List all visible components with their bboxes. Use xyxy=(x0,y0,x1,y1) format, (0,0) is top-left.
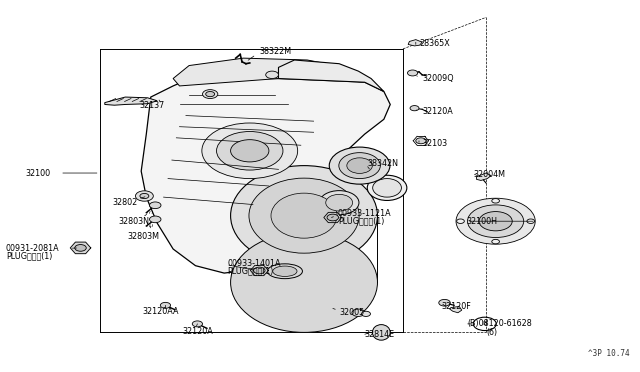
Circle shape xyxy=(456,198,535,244)
Text: 32802: 32802 xyxy=(113,198,138,207)
Text: 32803M: 32803M xyxy=(127,231,159,241)
Polygon shape xyxy=(278,60,384,92)
Text: 32137: 32137 xyxy=(140,101,165,110)
Circle shape xyxy=(266,71,278,78)
Polygon shape xyxy=(324,212,342,222)
Text: PLUGプラグ(1): PLUGプラグ(1) xyxy=(338,217,384,226)
Circle shape xyxy=(150,216,161,223)
Text: 32814E: 32814E xyxy=(365,330,395,340)
Text: PLUGプラグ(1): PLUGプラグ(1) xyxy=(227,266,274,275)
Text: 32120A: 32120A xyxy=(422,108,453,116)
Circle shape xyxy=(230,140,269,162)
Ellipse shape xyxy=(347,158,372,173)
Polygon shape xyxy=(141,78,390,273)
Text: 32120A: 32120A xyxy=(182,327,214,336)
Text: 32803N: 32803N xyxy=(119,217,150,226)
Text: 32100H: 32100H xyxy=(467,217,498,226)
Ellipse shape xyxy=(329,147,390,184)
Circle shape xyxy=(362,311,371,317)
Circle shape xyxy=(75,244,86,251)
Text: 32120F: 32120F xyxy=(442,302,471,311)
Ellipse shape xyxy=(273,266,297,276)
Polygon shape xyxy=(70,242,91,254)
Circle shape xyxy=(479,212,512,231)
Polygon shape xyxy=(173,58,365,86)
Text: 32120AA: 32120AA xyxy=(143,307,179,316)
Polygon shape xyxy=(408,39,422,46)
Text: B: B xyxy=(483,321,487,326)
Ellipse shape xyxy=(326,194,353,211)
Ellipse shape xyxy=(230,232,378,333)
Circle shape xyxy=(439,299,451,306)
Text: 38342N: 38342N xyxy=(368,159,399,168)
Circle shape xyxy=(352,309,365,317)
Text: 38322M: 38322M xyxy=(259,47,291,56)
Circle shape xyxy=(527,219,534,224)
Circle shape xyxy=(140,193,149,199)
Ellipse shape xyxy=(339,153,380,179)
Ellipse shape xyxy=(230,166,378,266)
Circle shape xyxy=(216,132,283,170)
Ellipse shape xyxy=(372,179,401,197)
Polygon shape xyxy=(250,265,268,276)
Text: 00933-1401A: 00933-1401A xyxy=(227,259,281,267)
Text: 32009Q: 32009Q xyxy=(422,74,454,83)
Circle shape xyxy=(136,191,154,201)
Circle shape xyxy=(457,219,465,224)
Circle shape xyxy=(416,138,426,144)
Text: (6): (6) xyxy=(486,328,497,337)
Text: 32103: 32103 xyxy=(422,139,447,148)
Text: (B)08120-61628: (B)08120-61628 xyxy=(467,320,532,328)
Circle shape xyxy=(192,321,202,327)
Circle shape xyxy=(410,106,419,111)
Polygon shape xyxy=(105,97,157,105)
Circle shape xyxy=(150,202,161,209)
Text: 32100: 32100 xyxy=(26,169,51,177)
Text: 00933-1121A: 00933-1121A xyxy=(338,209,392,218)
Text: PLUGプラグ(1): PLUGプラグ(1) xyxy=(6,251,52,260)
Circle shape xyxy=(492,239,499,244)
Polygon shape xyxy=(450,307,462,313)
Text: 00931-2081A: 00931-2081A xyxy=(6,244,60,253)
Circle shape xyxy=(205,92,214,97)
Ellipse shape xyxy=(271,193,337,238)
Circle shape xyxy=(161,302,171,308)
Text: 32004M: 32004M xyxy=(473,170,505,179)
Circle shape xyxy=(492,199,499,203)
Polygon shape xyxy=(476,173,491,180)
Text: 28365X: 28365X xyxy=(419,39,450,48)
Circle shape xyxy=(467,205,524,237)
Circle shape xyxy=(408,70,418,76)
Circle shape xyxy=(253,267,265,274)
Circle shape xyxy=(202,90,218,99)
Ellipse shape xyxy=(268,264,303,279)
Ellipse shape xyxy=(367,175,407,201)
Text: 32005: 32005 xyxy=(339,308,364,317)
Text: ^3P 10.74: ^3P 10.74 xyxy=(588,349,630,358)
Circle shape xyxy=(327,214,339,221)
Ellipse shape xyxy=(249,178,359,253)
Ellipse shape xyxy=(319,190,359,215)
Ellipse shape xyxy=(372,325,390,340)
Circle shape xyxy=(202,123,298,179)
